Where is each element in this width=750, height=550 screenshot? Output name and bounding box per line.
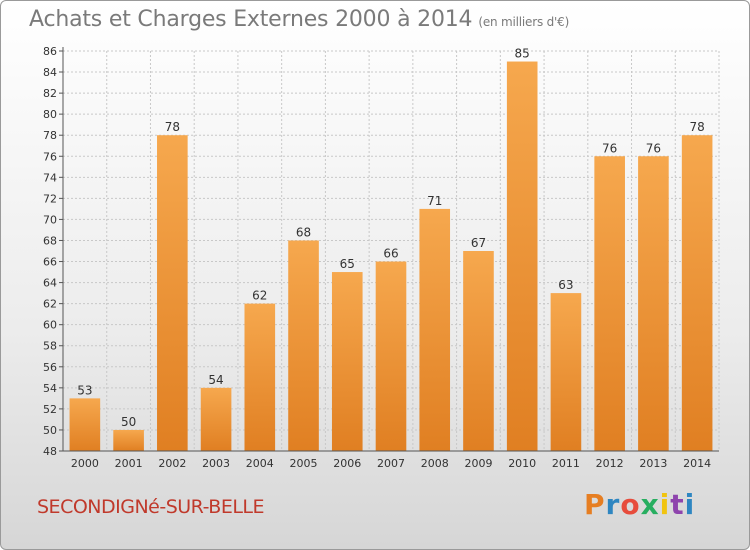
y-tick-label: 76 bbox=[43, 150, 57, 163]
x-tick-label: 2011 bbox=[552, 457, 580, 470]
y-tick-label: 68 bbox=[43, 234, 57, 247]
y-tick-label: 62 bbox=[43, 298, 57, 311]
proxiti-logo: Proxiti bbox=[584, 488, 695, 521]
x-tick-label: 2004 bbox=[246, 457, 274, 470]
bar bbox=[638, 156, 669, 451]
bar bbox=[331, 272, 363, 451]
bar bbox=[463, 251, 494, 451]
y-tick-label: 48 bbox=[43, 445, 57, 458]
bar bbox=[288, 240, 319, 451]
x-tick-label: 2007 bbox=[377, 457, 405, 470]
logo-letter: t bbox=[670, 488, 685, 521]
y-tick-label: 50 bbox=[43, 424, 57, 437]
y-tick-label: 52 bbox=[43, 403, 57, 416]
bar bbox=[375, 261, 407, 451]
chart-title: Achats et Charges Externes 2000 à 2014 (e… bbox=[29, 7, 569, 32]
y-tick-label: 86 bbox=[43, 45, 57, 58]
data-label: 62 bbox=[252, 289, 267, 303]
logo-letter: i bbox=[659, 488, 671, 521]
bar bbox=[419, 208, 451, 451]
y-tick-label: 84 bbox=[43, 66, 57, 79]
x-tick-label: 2006 bbox=[333, 457, 361, 470]
logo-letter: o bbox=[620, 488, 641, 521]
y-tick-label: 66 bbox=[43, 256, 57, 269]
bar bbox=[244, 303, 276, 451]
data-label: 50 bbox=[121, 415, 136, 429]
data-label: 63 bbox=[558, 278, 573, 292]
y-tick-label: 58 bbox=[43, 340, 57, 353]
data-label: 68 bbox=[296, 225, 311, 239]
x-tick-label: 2012 bbox=[596, 457, 624, 470]
y-tick-label: 60 bbox=[43, 319, 57, 332]
y-tick-label: 74 bbox=[43, 171, 57, 184]
bar bbox=[506, 61, 538, 452]
x-tick-label: 2008 bbox=[421, 457, 449, 470]
bar bbox=[681, 135, 713, 452]
x-tick-label: 2002 bbox=[158, 457, 186, 470]
data-label: 71 bbox=[427, 194, 442, 208]
bar bbox=[594, 156, 625, 451]
commune-name: SECONDIGNé-SUR-BELLE bbox=[37, 496, 265, 518]
title-text: Achats et Charges Externes 2000 à 2014 bbox=[29, 7, 473, 32]
data-label: 66 bbox=[383, 247, 398, 261]
bars bbox=[69, 61, 713, 452]
x-tick-label: 2001 bbox=[115, 457, 143, 470]
x-tick-label: 2005 bbox=[290, 457, 318, 470]
data-label: 76 bbox=[602, 141, 617, 155]
x-tick-label: 2013 bbox=[639, 457, 667, 470]
data-label: 54 bbox=[208, 373, 223, 387]
y-tick-label: 70 bbox=[43, 213, 57, 226]
y-tick-label: 72 bbox=[43, 192, 57, 205]
data-labels: 53 50 78 54 62 68 65 66 71 67 85 63 76 76 78 bbox=[77, 47, 705, 429]
logo-letter: i bbox=[684, 488, 696, 521]
x-tick-label: 2000 bbox=[71, 457, 99, 470]
y-tick-label: 56 bbox=[43, 361, 57, 374]
y-tick-label: 64 bbox=[43, 277, 57, 290]
bar bbox=[157, 135, 188, 452]
logo-letter: x bbox=[640, 488, 660, 521]
data-label: 76 bbox=[646, 141, 661, 155]
y-tick-label: 80 bbox=[43, 108, 57, 121]
y-tick-label: 78 bbox=[43, 129, 57, 142]
logo-letter: r bbox=[605, 488, 621, 521]
subtitle-text: (en milliers d'€) bbox=[478, 15, 570, 29]
data-label: 65 bbox=[340, 257, 355, 271]
bar bbox=[200, 387, 232, 451]
x-tick-label: 2003 bbox=[202, 457, 230, 470]
axes: 48 50 52 54 56 58 60 62 64 66 68 70 72 74 76 78 80 82 84 86… bbox=[43, 45, 719, 470]
data-label: 67 bbox=[471, 236, 486, 250]
bar bbox=[69, 398, 101, 451]
bar bbox=[550, 293, 582, 451]
bar bbox=[113, 429, 144, 451]
y-tick-label: 54 bbox=[43, 382, 57, 395]
y-tick-label: 82 bbox=[43, 87, 57, 100]
x-tick-label: 2014 bbox=[683, 457, 711, 470]
logo-letter: P bbox=[584, 488, 606, 521]
data-label: 85 bbox=[515, 47, 530, 61]
data-label: 53 bbox=[77, 383, 92, 397]
x-tick-label: 2009 bbox=[464, 457, 492, 470]
x-tick-label: 2010 bbox=[508, 457, 536, 470]
data-label: 78 bbox=[689, 120, 704, 134]
data-label: 78 bbox=[165, 120, 180, 134]
